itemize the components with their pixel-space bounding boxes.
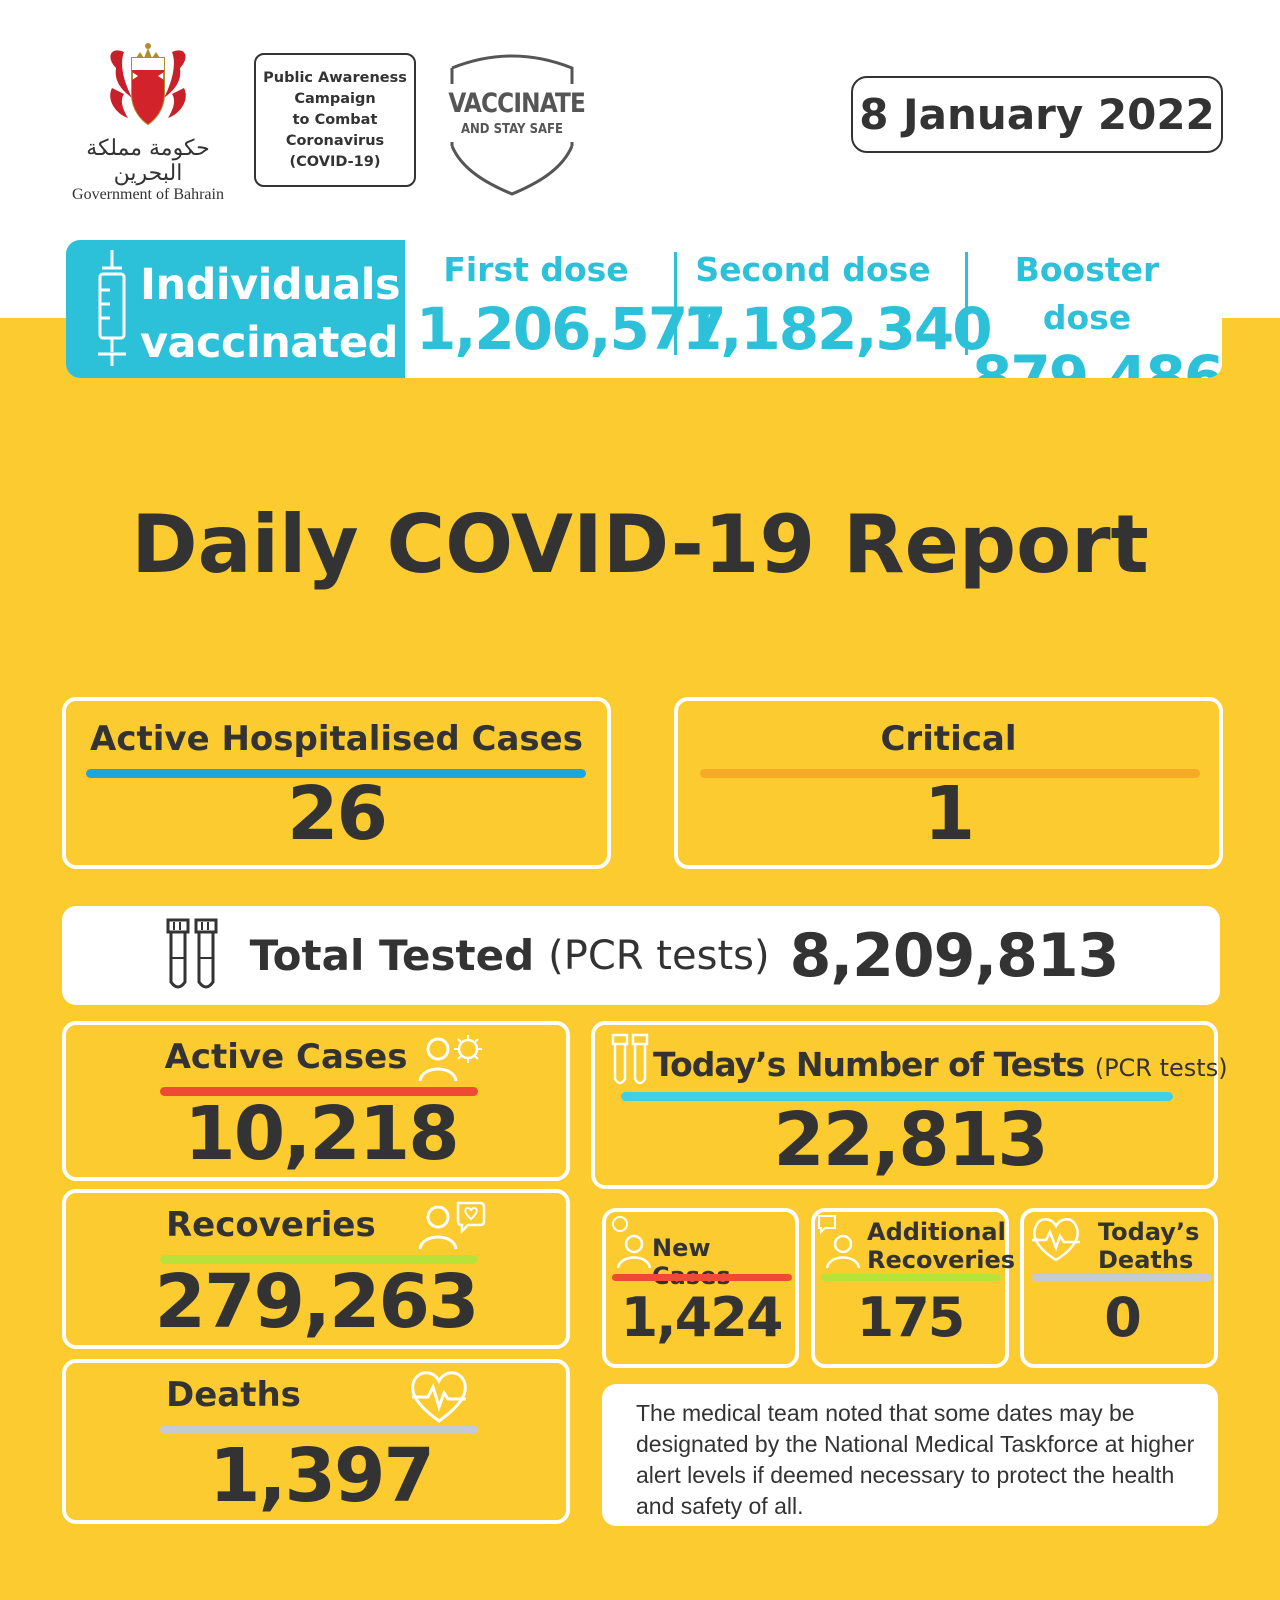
test-tubes-icon — [166, 918, 218, 988]
todays-deaths-bar — [1032, 1274, 1212, 1281]
person-virus-icon — [418, 1035, 482, 1082]
dose-divider — [674, 252, 677, 355]
test-tubes-icon — [611, 1033, 649, 1085]
hospitalised-value: 26 — [287, 771, 388, 857]
campaign-line: to Combat — [292, 111, 378, 128]
syringe-icon — [98, 250, 126, 366]
vaccination-strip: Individuals vaccinated First dose 1,206,… — [66, 240, 1222, 378]
booster-dose-title: Booster dose — [1014, 250, 1160, 337]
todays-deaths-value: 0 — [1104, 1286, 1142, 1349]
government-english-name: Government of Bahrain — [72, 186, 224, 203]
recoveries-bar — [160, 1255, 478, 1264]
note-card: The medical team noted that some dates m… — [602, 1384, 1218, 1526]
shield-icon — [450, 54, 574, 196]
additional-recoveries-value: 175 — [856, 1286, 966, 1349]
active-cases-value: 10,218 — [184, 1091, 460, 1177]
todays-deaths-label-line2: Deaths — [1098, 1246, 1194, 1274]
vaccinate-subtitle: AND STAY SAFE — [460, 122, 564, 137]
campaign-line: Campaign — [294, 90, 376, 107]
active-cases-bar — [160, 1087, 478, 1096]
campaign-line: (COVID-19) — [289, 153, 381, 170]
new-cases-label: New Cases — [652, 1234, 731, 1290]
bahrain-emblem-icon — [110, 43, 186, 126]
critical-bar — [700, 769, 1200, 778]
second-dose-title: Second dose — [695, 250, 931, 289]
new-cases-card: New Cases 1,424 — [602, 1208, 799, 1368]
vaccinated-label-line1: Individuals — [140, 260, 401, 310]
person-virus-icon — [612, 1216, 652, 1269]
new-cases-bar — [612, 1274, 792, 1281]
todays-deaths-label-line1: Today’s — [1098, 1218, 1200, 1246]
government-arabic-name: حكومة مملكة البحرين — [86, 136, 210, 186]
critical-card: Critical 1 — [674, 697, 1223, 869]
todays-tests-value: 22,813 — [773, 1097, 1049, 1183]
critical-label: Critical — [880, 719, 1017, 759]
deaths-bar — [160, 1425, 478, 1434]
report-date: 8 January 2022 — [851, 76, 1223, 153]
vaccinate-title: VACCINATE — [448, 88, 586, 119]
new-cases-value: 1,424 — [620, 1286, 784, 1349]
critical-value: 1 — [923, 771, 976, 857]
recoveries-label: Recoveries — [166, 1205, 376, 1245]
heart-pulse-icon — [411, 1371, 467, 1423]
deaths-value: 1,397 — [208, 1433, 435, 1519]
additional-recoveries-label-line1: Additional — [867, 1218, 1006, 1246]
individuals-vaccinated-label: Individuals vaccinated — [66, 240, 405, 378]
second-dose-value: 1,182,340 — [682, 295, 993, 363]
todays-tests-bar — [621, 1092, 1173, 1101]
first-dose-title: First dose — [443, 250, 629, 289]
government-logo: حكومة مملكة البحرين Government of Bahrai… — [58, 38, 238, 203]
total-tested-label: Total Tested — [249, 931, 535, 980]
second-dose: Second dose 1,182,340 — [682, 246, 993, 364]
total-tested-sub: (PCR tests) — [548, 932, 770, 979]
campaign-line: Coronavirus — [285, 132, 385, 149]
first-dose: First dose 1,206,577 — [416, 246, 727, 364]
total-tested-card: Total Tested (PCR tests) 8,209,813 — [62, 906, 1220, 1005]
todays-deaths-label: Today’s Deaths — [1098, 1218, 1199, 1274]
vaccinate-shield-badge: VACCINATE AND STAY SAFE — [438, 50, 586, 196]
dose-divider — [965, 252, 968, 355]
additional-recoveries-label-line2: Recoveries — [867, 1246, 1016, 1274]
todays-tests-card: Today’s Number of Tests (PCR tests) 22,8… — [591, 1021, 1228, 1189]
report-title: Daily COVID-19 Report — [131, 498, 1149, 591]
total-tested-value: 8,209,813 — [789, 920, 1120, 991]
todays-tests-label: Today’s Number of Tests — [653, 1045, 1085, 1084]
active-cases-card: Active Cases 10,218 — [62, 1021, 570, 1181]
campaign-box: Public Awareness Campaign to Combat Coro… — [254, 53, 416, 187]
booster-dose: Booster dose 879,486 — [972, 246, 1222, 378]
vaccinated-label-text: Individuals vaccinated — [140, 256, 401, 372]
additional-recoveries-card: Additional Recoveries 175 — [811, 1208, 1015, 1368]
active-cases-label: Active Cases — [164, 1037, 408, 1077]
recoveries-value: 279,263 — [154, 1259, 479, 1345]
person-recovery-icon — [418, 1201, 486, 1250]
deaths-label: Deaths — [166, 1375, 301, 1415]
vaccinated-label-line2: vaccinated — [140, 318, 398, 368]
first-dose-value: 1,206,577 — [416, 295, 727, 363]
todays-tests-sub: (PCR tests) — [1094, 1054, 1228, 1082]
hospitalised-bar — [86, 769, 586, 778]
additional-recoveries-bar — [821, 1274, 1001, 1281]
recoveries-card: Recoveries 279,263 — [62, 1189, 570, 1349]
todays-deaths-card: Today’s Deaths 0 — [1020, 1208, 1218, 1368]
booster-dose-value: 879,486 — [972, 343, 1222, 378]
deaths-card: Deaths 1,397 — [62, 1359, 570, 1524]
additional-recoveries-label: Additional Recoveries — [867, 1218, 1015, 1274]
hospitalised-card: Active Hospitalised Cases 26 — [62, 697, 611, 869]
heart-pulse-icon — [1032, 1218, 1080, 1262]
total-tested-row: Total Tested (PCR tests) 8,209,813 — [62, 906, 1220, 1005]
person-recovery-icon — [818, 1215, 861, 1269]
campaign-line: Public Awareness — [263, 69, 407, 86]
todays-tests-label-row: Today’s Number of Tests (PCR tests) — [653, 1045, 1228, 1084]
hospitalised-label: Active Hospitalised Cases — [90, 719, 583, 759]
note-text: The medical team noted that some dates m… — [636, 1400, 1195, 1519]
